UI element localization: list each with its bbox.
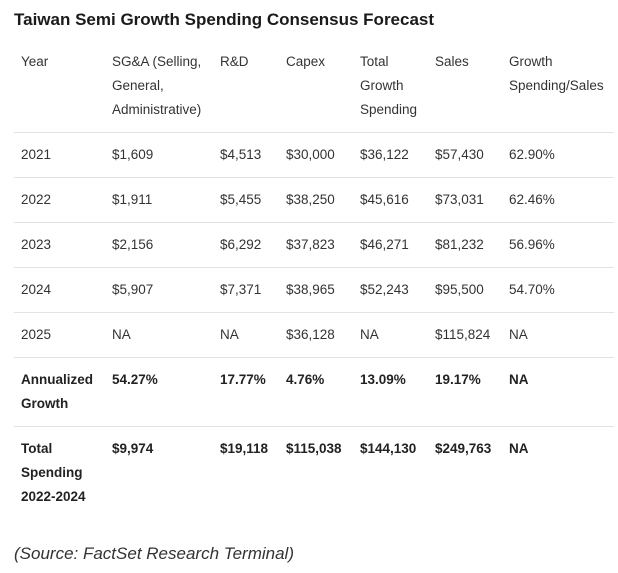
table-row: 2021 $1,609 $4,513 $30,000 $36,122 $57,4… [14, 132, 614, 178]
cell-sga: $1,911 [105, 177, 213, 223]
cell-total-growth-spending: 13.09% [353, 357, 428, 427]
cell-year: 2022 [14, 177, 105, 223]
table-header-row: Year SG&A (Selling, General, Administrat… [14, 42, 614, 133]
cell-sales: $115,824 [428, 312, 502, 358]
row-label-annualized-growth: Annualized Growth [14, 357, 105, 427]
cell-capex: $37,823 [279, 222, 353, 268]
cell-growth-spending-sales: NA [502, 357, 614, 427]
cell-rd: $7,371 [213, 267, 279, 313]
cell-sales: $81,232 [428, 222, 502, 268]
cell-year: 2025 [14, 312, 105, 358]
cell-growth-spending-sales: NA [509, 441, 529, 456]
cell-sga: $1,609 [105, 132, 213, 178]
cell-sga: NA [105, 312, 213, 358]
cell-year: 2021 [14, 132, 105, 178]
table-row: 2025 NA NA $36,128 NA $115,824 NA [14, 312, 614, 358]
header-total-growth-spending: Total Growth Spending [353, 42, 428, 133]
table-row: 2022 $1,911 $5,455 $38,250 $45,616 $73,0… [14, 177, 614, 223]
total-spending-row: Total Spending 2022-2024 $9,974 $19,118 … [14, 427, 614, 520]
cell-rd: $4,513 [213, 132, 279, 178]
table-row: 2023 $2,156 $6,292 $37,823 $46,271 $81,2… [14, 222, 614, 268]
header-sales: Sales [428, 42, 502, 133]
row-label-total-spending: Total Spending 2022-2024 [21, 441, 86, 504]
cell-total-growth-spending: $46,271 [353, 222, 428, 268]
cell-sga: $9,974 [112, 441, 154, 456]
cell-total-growth-spending: NA [353, 312, 428, 358]
source-note: (Source: FactSet Research Terminal) [14, 544, 294, 563]
table-title: Taiwan Semi Growth Spending Consensus Fo… [14, 10, 435, 29]
cell-rd: $6,292 [213, 222, 279, 268]
cell-sga: 54.27% [105, 357, 213, 427]
cell-total-growth-spending: $52,243 [353, 267, 428, 313]
cell-growth-spending-sales: 54.70% [502, 267, 614, 313]
cell-year: 2024 [14, 267, 105, 313]
cell-sales: $249,763 [435, 441, 492, 456]
header-capex: Capex [279, 42, 353, 133]
cell-capex: $38,965 [279, 267, 353, 313]
cell-total-growth-spending: $144,130 [360, 441, 417, 456]
cell-sales: $73,031 [428, 177, 502, 223]
cell-capex: $36,128 [279, 312, 353, 358]
cell-growth-spending-sales: 62.46% [502, 177, 614, 223]
header-rd: R&D [213, 42, 279, 133]
cell-sales: 19.17% [428, 357, 502, 427]
cell-capex: 4.76% [279, 357, 353, 427]
cell-capex: $30,000 [279, 132, 353, 178]
cell-rd: $5,455 [213, 177, 279, 223]
cell-sales: $95,500 [428, 267, 502, 313]
cell-growth-spending-sales: 62.90% [502, 132, 614, 178]
spending-table: Year SG&A (Selling, General, Administrat… [14, 42, 614, 519]
header-sga: SG&A (Selling, General, Administrative) [105, 42, 213, 133]
cell-total-growth-spending: $45,616 [353, 177, 428, 223]
cell-sga: $5,907 [105, 267, 213, 313]
table-row: 2024 $5,907 $7,371 $38,965 $52,243 $95,5… [14, 267, 614, 313]
annualized-growth-row: Annualized Growth 54.27% 17.77% 4.76% 13… [14, 357, 614, 427]
cell-rd: $19,118 [220, 441, 269, 456]
cell-growth-spending-sales: NA [502, 312, 614, 358]
cell-sales: $57,430 [428, 132, 502, 178]
cell-capex: $115,038 [286, 441, 342, 456]
cell-growth-spending-sales: 56.96% [502, 222, 614, 268]
header-year: Year [14, 42, 105, 133]
cell-sga: $2,156 [105, 222, 213, 268]
cell-capex: $38,250 [279, 177, 353, 223]
cell-year: 2023 [14, 222, 105, 268]
cell-rd: 17.77% [213, 357, 279, 427]
cell-rd: NA [213, 312, 279, 358]
header-growth-spending-sales: Growth Spending/Sales [502, 42, 614, 133]
cell-total-growth-spending: $36,122 [353, 132, 428, 178]
